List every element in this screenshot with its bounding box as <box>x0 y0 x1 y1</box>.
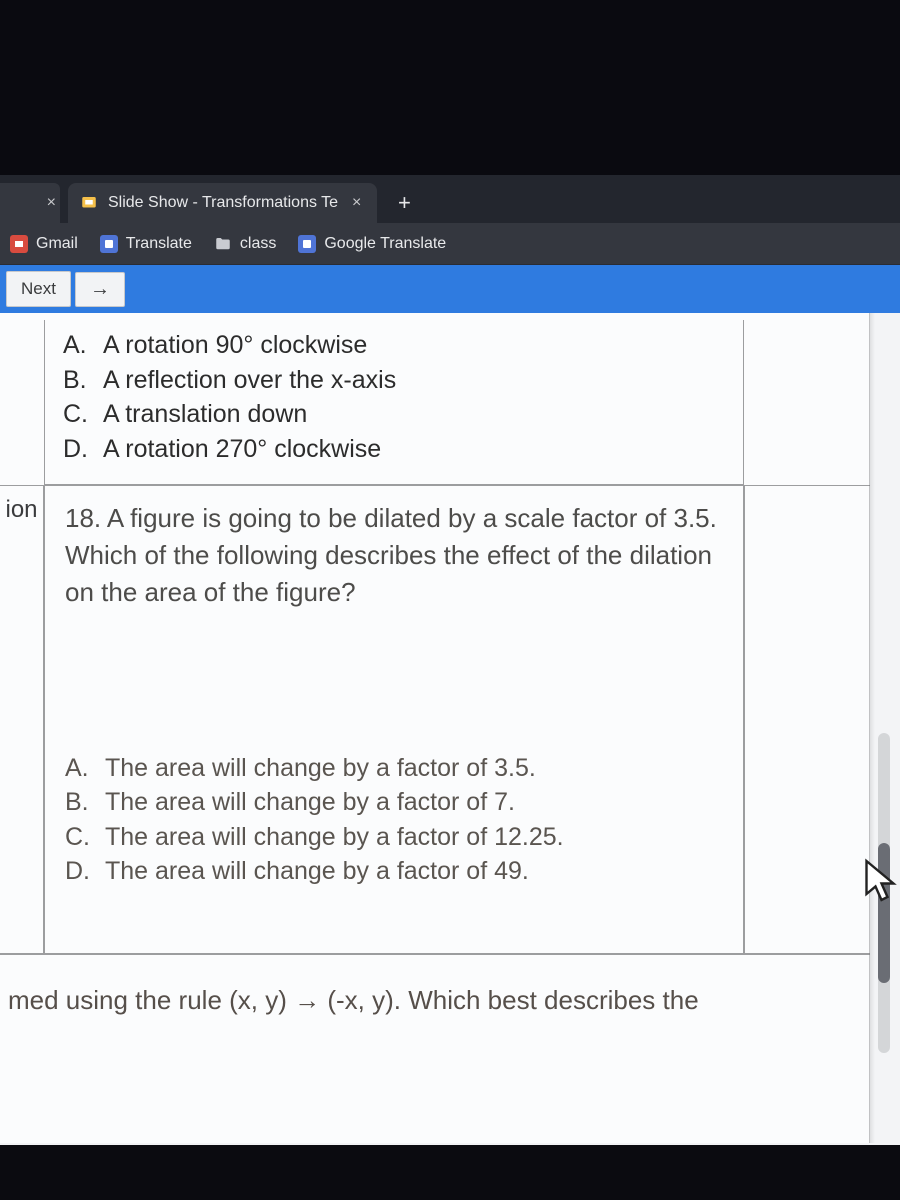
browser-window: × Slide Show - Transformations Te × + Gm… <box>0 175 900 1145</box>
previous-tab-edge[interactable]: × <box>0 183 60 223</box>
tab-title: Slide Show - Transformations Te <box>108 194 338 212</box>
table-row-label: ion <box>0 485 44 954</box>
question-text: 18. A figure is going to be dilated by a… <box>65 500 723 611</box>
option-text: A translation down <box>103 397 307 432</box>
table-cell-answer <box>744 485 870 954</box>
option-item: B. A reflection over the x-axis <box>63 363 725 398</box>
option-item: D. The area will change by a factor of 49… <box>65 854 723 889</box>
option-item: C. The area will change by a factor of 12… <box>65 820 723 855</box>
option-letter: A. <box>63 328 89 363</box>
option-list: A. The area will change by a factor of 3.… <box>65 751 723 889</box>
active-tab[interactable]: Slide Show - Transformations Te × <box>68 183 377 223</box>
option-letter: D. <box>63 432 89 467</box>
option-item: D. A rotation 270° clockwise <box>63 432 725 467</box>
scrollbar-thumb[interactable] <box>878 843 890 983</box>
slide-viewport: A. A rotation 90° clockwise B. A reflectio… <box>0 313 900 1145</box>
option-letter: D. <box>65 854 91 889</box>
table-cell-question: 18. A figure is going to be dilated by a… <box>44 485 744 954</box>
option-letter: C. <box>65 820 91 855</box>
bezel-bottom <box>0 1145 900 1200</box>
option-item: A. The area will change by a factor of 3.… <box>65 751 723 786</box>
table-cell-next-question: med using the rule (x, y) → (-x, y). Whi… <box>0 954 870 1142</box>
bookmark-label: Translate <box>126 235 192 253</box>
tab-strip: × Slide Show - Transformations Te × + <box>0 175 900 223</box>
bookmark-google-translate[interactable]: Google Translate <box>298 235 446 253</box>
option-item: B. The area will change by a factor of 7. <box>65 785 723 820</box>
next-arrow-button[interactable]: → <box>75 272 125 307</box>
bookmark-translate[interactable]: Translate <box>100 235 192 253</box>
vertical-scrollbar[interactable] <box>878 733 890 1053</box>
option-letter: C. <box>63 397 89 432</box>
folder-icon <box>214 235 232 253</box>
option-text: The area will change by a factor of 3.5. <box>105 751 536 786</box>
option-item: C. A translation down <box>63 397 725 432</box>
bookmark-label: Gmail <box>36 235 78 253</box>
gmail-icon <box>10 235 28 253</box>
slide-page: A. A rotation 90° clockwise B. A reflectio… <box>0 313 870 1143</box>
bookmark-class[interactable]: class <box>214 235 276 253</box>
option-letter: A. <box>65 751 91 786</box>
translate-icon <box>100 235 118 253</box>
option-text: The area will change by a factor of 7. <box>105 785 515 820</box>
close-icon[interactable]: × <box>348 192 365 214</box>
bookmark-label: class <box>240 235 276 253</box>
bookmarks-bar: Gmail Translate class Google Translate <box>0 223 900 265</box>
option-letter: B. <box>63 363 89 398</box>
bookmark-gmail[interactable]: Gmail <box>10 235 78 253</box>
option-text: A rotation 90° clockwise <box>103 328 367 363</box>
next-button[interactable]: Next <box>6 271 71 307</box>
bookmark-label: Google Translate <box>324 235 446 253</box>
option-text: A reflection over the x-axis <box>103 363 396 398</box>
option-item: A. A rotation 90° clockwise <box>63 328 725 363</box>
option-text: The area will change by a factor of 49. <box>105 854 529 889</box>
translate-icon <box>298 235 316 253</box>
slides-icon <box>80 194 98 212</box>
presentation-toolbar: Next → <box>0 265 900 313</box>
option-text: A rotation 270° clockwise <box>103 432 381 467</box>
new-tab-button[interactable]: + <box>387 186 421 220</box>
option-list: A. A rotation 90° clockwise B. A reflectio… <box>63 328 725 466</box>
close-icon[interactable]: × <box>43 192 60 214</box>
table-cell-options-top: A. A rotation 90° clockwise B. A reflectio… <box>44 320 744 485</box>
bezel-top <box>0 0 900 175</box>
option-letter: B. <box>65 785 91 820</box>
option-text: The area will change by a factor of 12.2… <box>105 820 564 855</box>
